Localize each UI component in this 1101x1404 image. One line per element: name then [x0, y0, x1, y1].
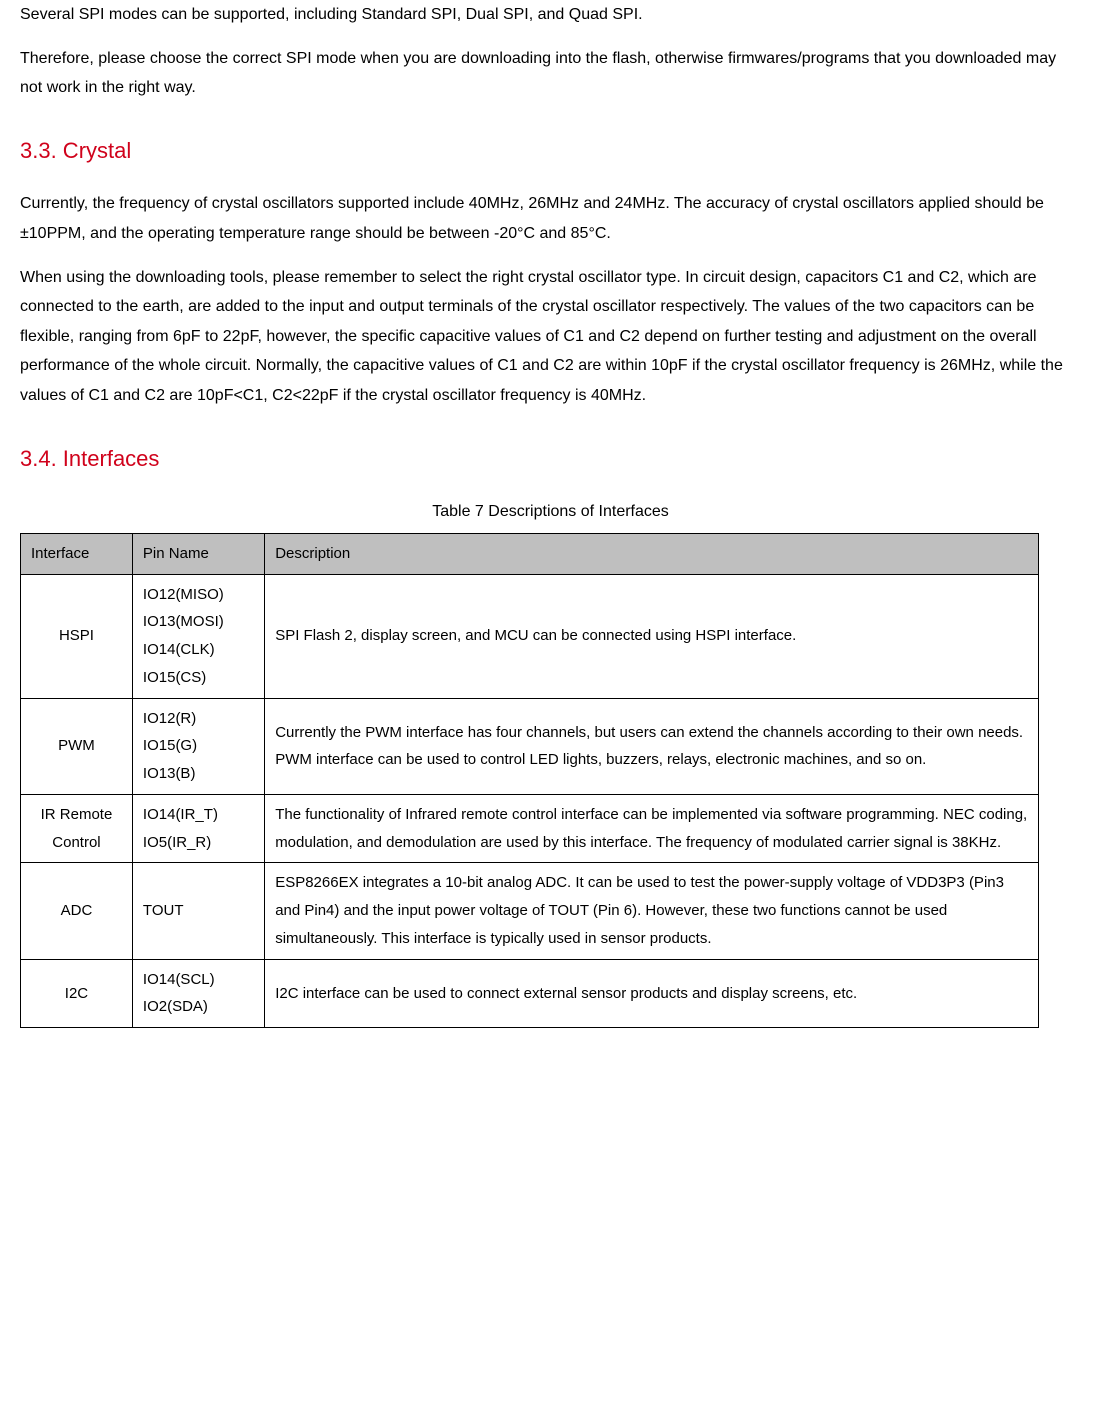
- table-row: IR Remote ControlIO14(IR_T)IO5(IR_R)The …: [21, 794, 1039, 863]
- table-caption: Table 7 Descriptions of Interfaces: [20, 497, 1081, 527]
- cell-interface: HSPI: [21, 574, 133, 698]
- th-pin-name: Pin Name: [132, 533, 264, 574]
- cell-description: I2C interface can be used to connect ext…: [265, 959, 1038, 1028]
- th-description: Description: [265, 533, 1038, 574]
- heading-3-3-crystal: 3.3. Crystal: [20, 131, 1081, 172]
- cell-description: Currently the PWM interface has four cha…: [265, 698, 1038, 794]
- th-interface: Interface: [21, 533, 133, 574]
- cell-interface: PWM: [21, 698, 133, 794]
- cell-interface: ADC: [21, 863, 133, 959]
- cell-description: The functionality of Infrared remote con…: [265, 794, 1038, 863]
- table-header-row: Interface Pin Name Description: [21, 533, 1039, 574]
- cell-description: SPI Flash 2, display screen, and MCU can…: [265, 574, 1038, 698]
- cell-pin-name: IO14(IR_T)IO5(IR_R): [132, 794, 264, 863]
- cell-interface: IR Remote Control: [21, 794, 133, 863]
- cell-pin-name: IO12(MISO)IO13(MOSI)IO14(CLK)IO15(CS): [132, 574, 264, 698]
- cell-description: ESP8266EX integrates a 10-bit analog ADC…: [265, 863, 1038, 959]
- interfaces-table: Interface Pin Name Description HSPIIO12(…: [20, 533, 1039, 1028]
- cell-pin-name: IO12(R)IO15(G)IO13(B): [132, 698, 264, 794]
- table-row: ADCTOUTESP8266EX integrates a 10-bit ana…: [21, 863, 1039, 959]
- heading-3-4-interfaces: 3.4. Interfaces: [20, 439, 1081, 480]
- cell-pin-name: TOUT: [132, 863, 264, 959]
- table-row: I2CIO14(SCL)IO2(SDA)I2C interface can be…: [21, 959, 1039, 1028]
- cell-interface: I2C: [21, 959, 133, 1028]
- table-row: HSPIIO12(MISO)IO13(MOSI)IO14(CLK)IO15(CS…: [21, 574, 1039, 698]
- cell-pin-name: IO14(SCL)IO2(SDA): [132, 959, 264, 1028]
- paragraph-spi-modes: Several SPI modes can be supported, incl…: [20, 0, 1081, 30]
- table-row: PWMIO12(R)IO15(G)IO13(B)Currently the PW…: [21, 698, 1039, 794]
- paragraph-spi-warning: Therefore, please choose the correct SPI…: [20, 44, 1081, 103]
- paragraph-crystal-freq: Currently, the frequency of crystal osci…: [20, 189, 1081, 248]
- paragraph-crystal-caps: When using the downloading tools, please…: [20, 263, 1081, 411]
